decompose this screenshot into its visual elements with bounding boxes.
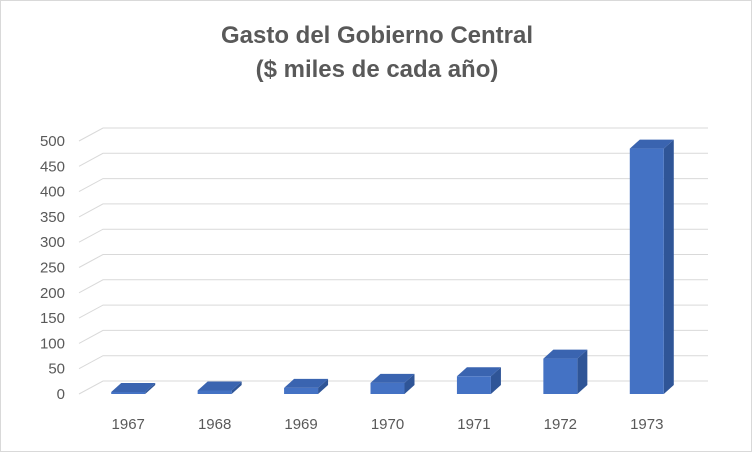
bar-top bbox=[543, 349, 588, 359]
gridline bbox=[78, 329, 708, 344]
chart-title: Gasto del Gobierno Central ($ miles de c… bbox=[1, 19, 752, 87]
bar-top bbox=[197, 381, 242, 391]
chart-title-line1: Gasto del Gobierno Central bbox=[220, 22, 534, 49]
x-tick-label: 1971 bbox=[457, 416, 490, 433]
bar bbox=[543, 358, 578, 394]
y-tick-label: 200 bbox=[40, 285, 65, 302]
bar bbox=[284, 387, 319, 394]
x-tick-label: 1973 bbox=[630, 416, 663, 433]
bar-side bbox=[318, 378, 329, 394]
gridline bbox=[78, 254, 708, 268]
bar bbox=[629, 148, 664, 394]
bar-side bbox=[663, 139, 674, 394]
bar bbox=[370, 382, 405, 394]
y-tick-label: 500 bbox=[40, 133, 65, 150]
bar-top bbox=[284, 378, 329, 388]
bar bbox=[111, 391, 146, 394]
x-tick-label: 1968 bbox=[198, 416, 231, 433]
gridline bbox=[78, 127, 708, 142]
bar bbox=[456, 376, 491, 394]
x-tick-label: 1970 bbox=[371, 416, 404, 433]
bar bbox=[197, 390, 232, 394]
x-tick-label: 1967 bbox=[112, 416, 145, 433]
y-tick-label: 0 bbox=[57, 386, 65, 403]
gridline bbox=[78, 279, 708, 294]
gridline bbox=[78, 152, 708, 167]
chart-title-line2: ($ miles de cada año) bbox=[255, 56, 499, 83]
bar-top bbox=[370, 373, 415, 383]
bar-top bbox=[456, 367, 501, 377]
gridline bbox=[78, 178, 708, 193]
bar-side bbox=[231, 381, 242, 394]
bar-top bbox=[629, 139, 674, 149]
y-tick-label: 100 bbox=[40, 335, 65, 352]
gridline bbox=[78, 228, 708, 243]
gridline bbox=[78, 380, 708, 395]
y-tick-label: 400 bbox=[40, 184, 65, 201]
y-tick-label: 250 bbox=[40, 260, 65, 277]
y-tick-label: 300 bbox=[40, 234, 65, 251]
bar-top bbox=[111, 382, 156, 392]
y-tick-label: 50 bbox=[48, 361, 65, 378]
x-tick-label: 1972 bbox=[544, 416, 577, 433]
bar-side bbox=[404, 373, 415, 394]
y-tick-label: 450 bbox=[40, 158, 65, 175]
y-tick-label: 350 bbox=[40, 209, 65, 226]
bar-side bbox=[145, 382, 156, 394]
gridline bbox=[78, 304, 708, 319]
x-tick-label: 1969 bbox=[284, 416, 317, 433]
gridline bbox=[78, 355, 708, 370]
y-tick-label: 150 bbox=[40, 310, 65, 327]
gridline bbox=[78, 203, 708, 218]
bar-side bbox=[490, 367, 501, 394]
bar-side bbox=[577, 349, 588, 394]
